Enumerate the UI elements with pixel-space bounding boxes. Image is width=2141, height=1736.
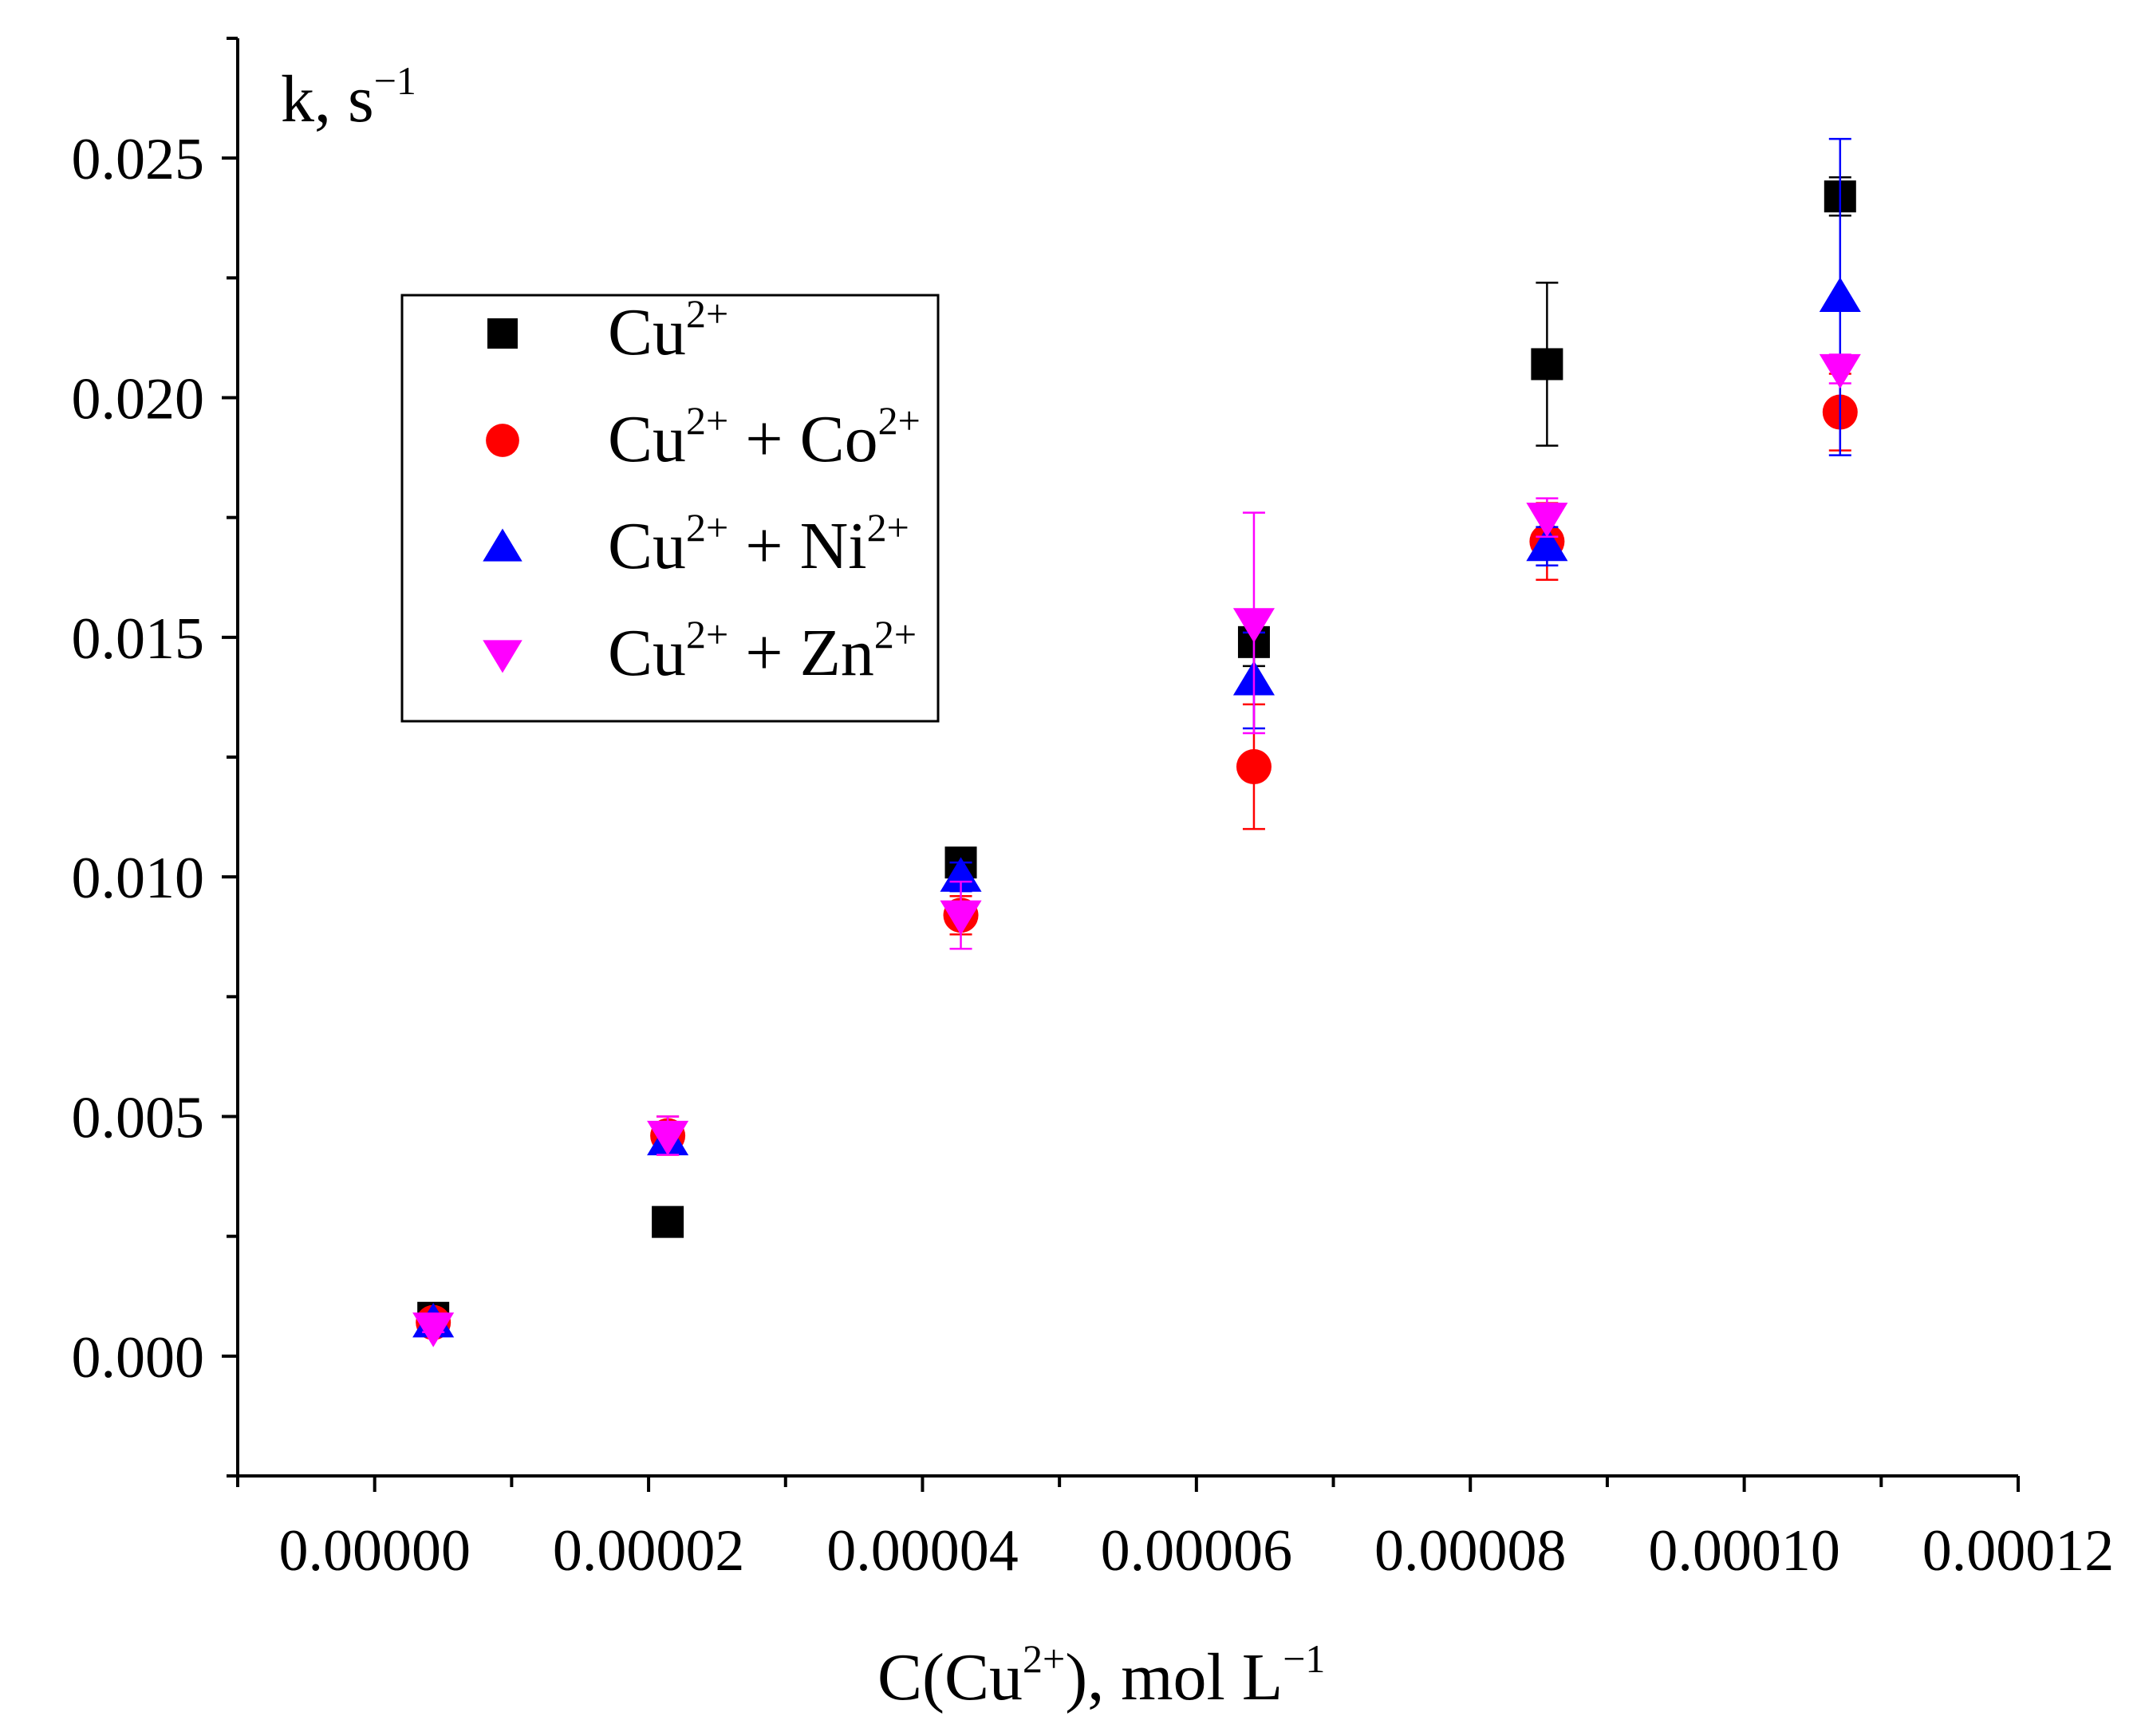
data-point <box>940 857 982 892</box>
legend-label: Cu2+ + Zn2+ <box>608 612 917 690</box>
y-tick-label: 0.000 <box>72 1325 205 1391</box>
data-point <box>1819 353 1861 389</box>
data-point <box>1526 503 1568 538</box>
x-tick-label: 0.00006 <box>1101 1518 1293 1584</box>
y-tick-label: 0.010 <box>72 846 205 911</box>
x-tick-label: 0.00008 <box>1374 1518 1567 1584</box>
legend-items: Cu2+ Cu2+ + Co2+ Cu2+ + Ni2+ Cu2+ + Zn2+ <box>483 291 921 690</box>
data-point <box>1526 526 1568 562</box>
data-point <box>940 900 982 936</box>
y-tick-label: 0.015 <box>72 606 205 672</box>
data-point <box>647 1120 689 1156</box>
data-point <box>1232 608 1275 643</box>
x-tick-label: 0.00010 <box>1648 1518 1840 1584</box>
legend-marker <box>483 640 522 673</box>
x-axis-label: C(Cu2+), mol L−1 <box>877 1636 1325 1714</box>
x-tick-label: 0.00012 <box>1922 1518 2115 1584</box>
legend-label: Cu2+ + Co2+ <box>608 398 921 476</box>
legend-marker <box>486 424 519 457</box>
x-tick-label: 0.00002 <box>553 1518 745 1584</box>
y-axis-label: k, s−1 <box>281 58 416 136</box>
axes: 0.00000 0.00002 0.00004 0.00006 0.00008 0.000… <box>72 37 2115 1584</box>
legend-marker <box>487 318 518 349</box>
x-tick-label: 0.00000 <box>278 1518 471 1584</box>
y-tick-label: 0.020 <box>72 367 205 432</box>
data-point <box>1531 348 1563 381</box>
data-point <box>652 1205 684 1238</box>
series-layer <box>412 137 1861 1347</box>
legend-item: Cu2+ <box>487 291 728 369</box>
series-square <box>417 176 1856 1334</box>
legend-item: Cu2+ + Zn2+ <box>483 612 917 690</box>
y-tick-label: 0.005 <box>72 1086 205 1151</box>
legend-label: Cu2+ <box>608 291 728 369</box>
x-tick-label: 0.00004 <box>826 1518 1019 1584</box>
legend-item: Cu2+ + Co2+ <box>486 398 921 476</box>
x-ticks: 0.00000 0.00002 0.00004 0.00006 0.00008 0.000… <box>236 1476 2115 1584</box>
y-ticks: 0.000 0.005 0.010 0.015 0.020 0.025 <box>72 37 238 1478</box>
data-point <box>1819 277 1861 312</box>
legend-label: Cu2+ + Ni2+ <box>608 505 909 583</box>
legend: Cu2+ Cu2+ + Co2+ Cu2+ + Ni2+ Cu2+ + Zn2+ <box>400 291 940 723</box>
data-point <box>1236 749 1272 785</box>
legend-marker <box>483 528 522 562</box>
y-tick-label: 0.025 <box>72 127 205 192</box>
data-point <box>412 1312 455 1347</box>
series-triangle-down <box>412 353 1861 1347</box>
legend-item: Cu2+ + Ni2+ <box>483 505 909 583</box>
